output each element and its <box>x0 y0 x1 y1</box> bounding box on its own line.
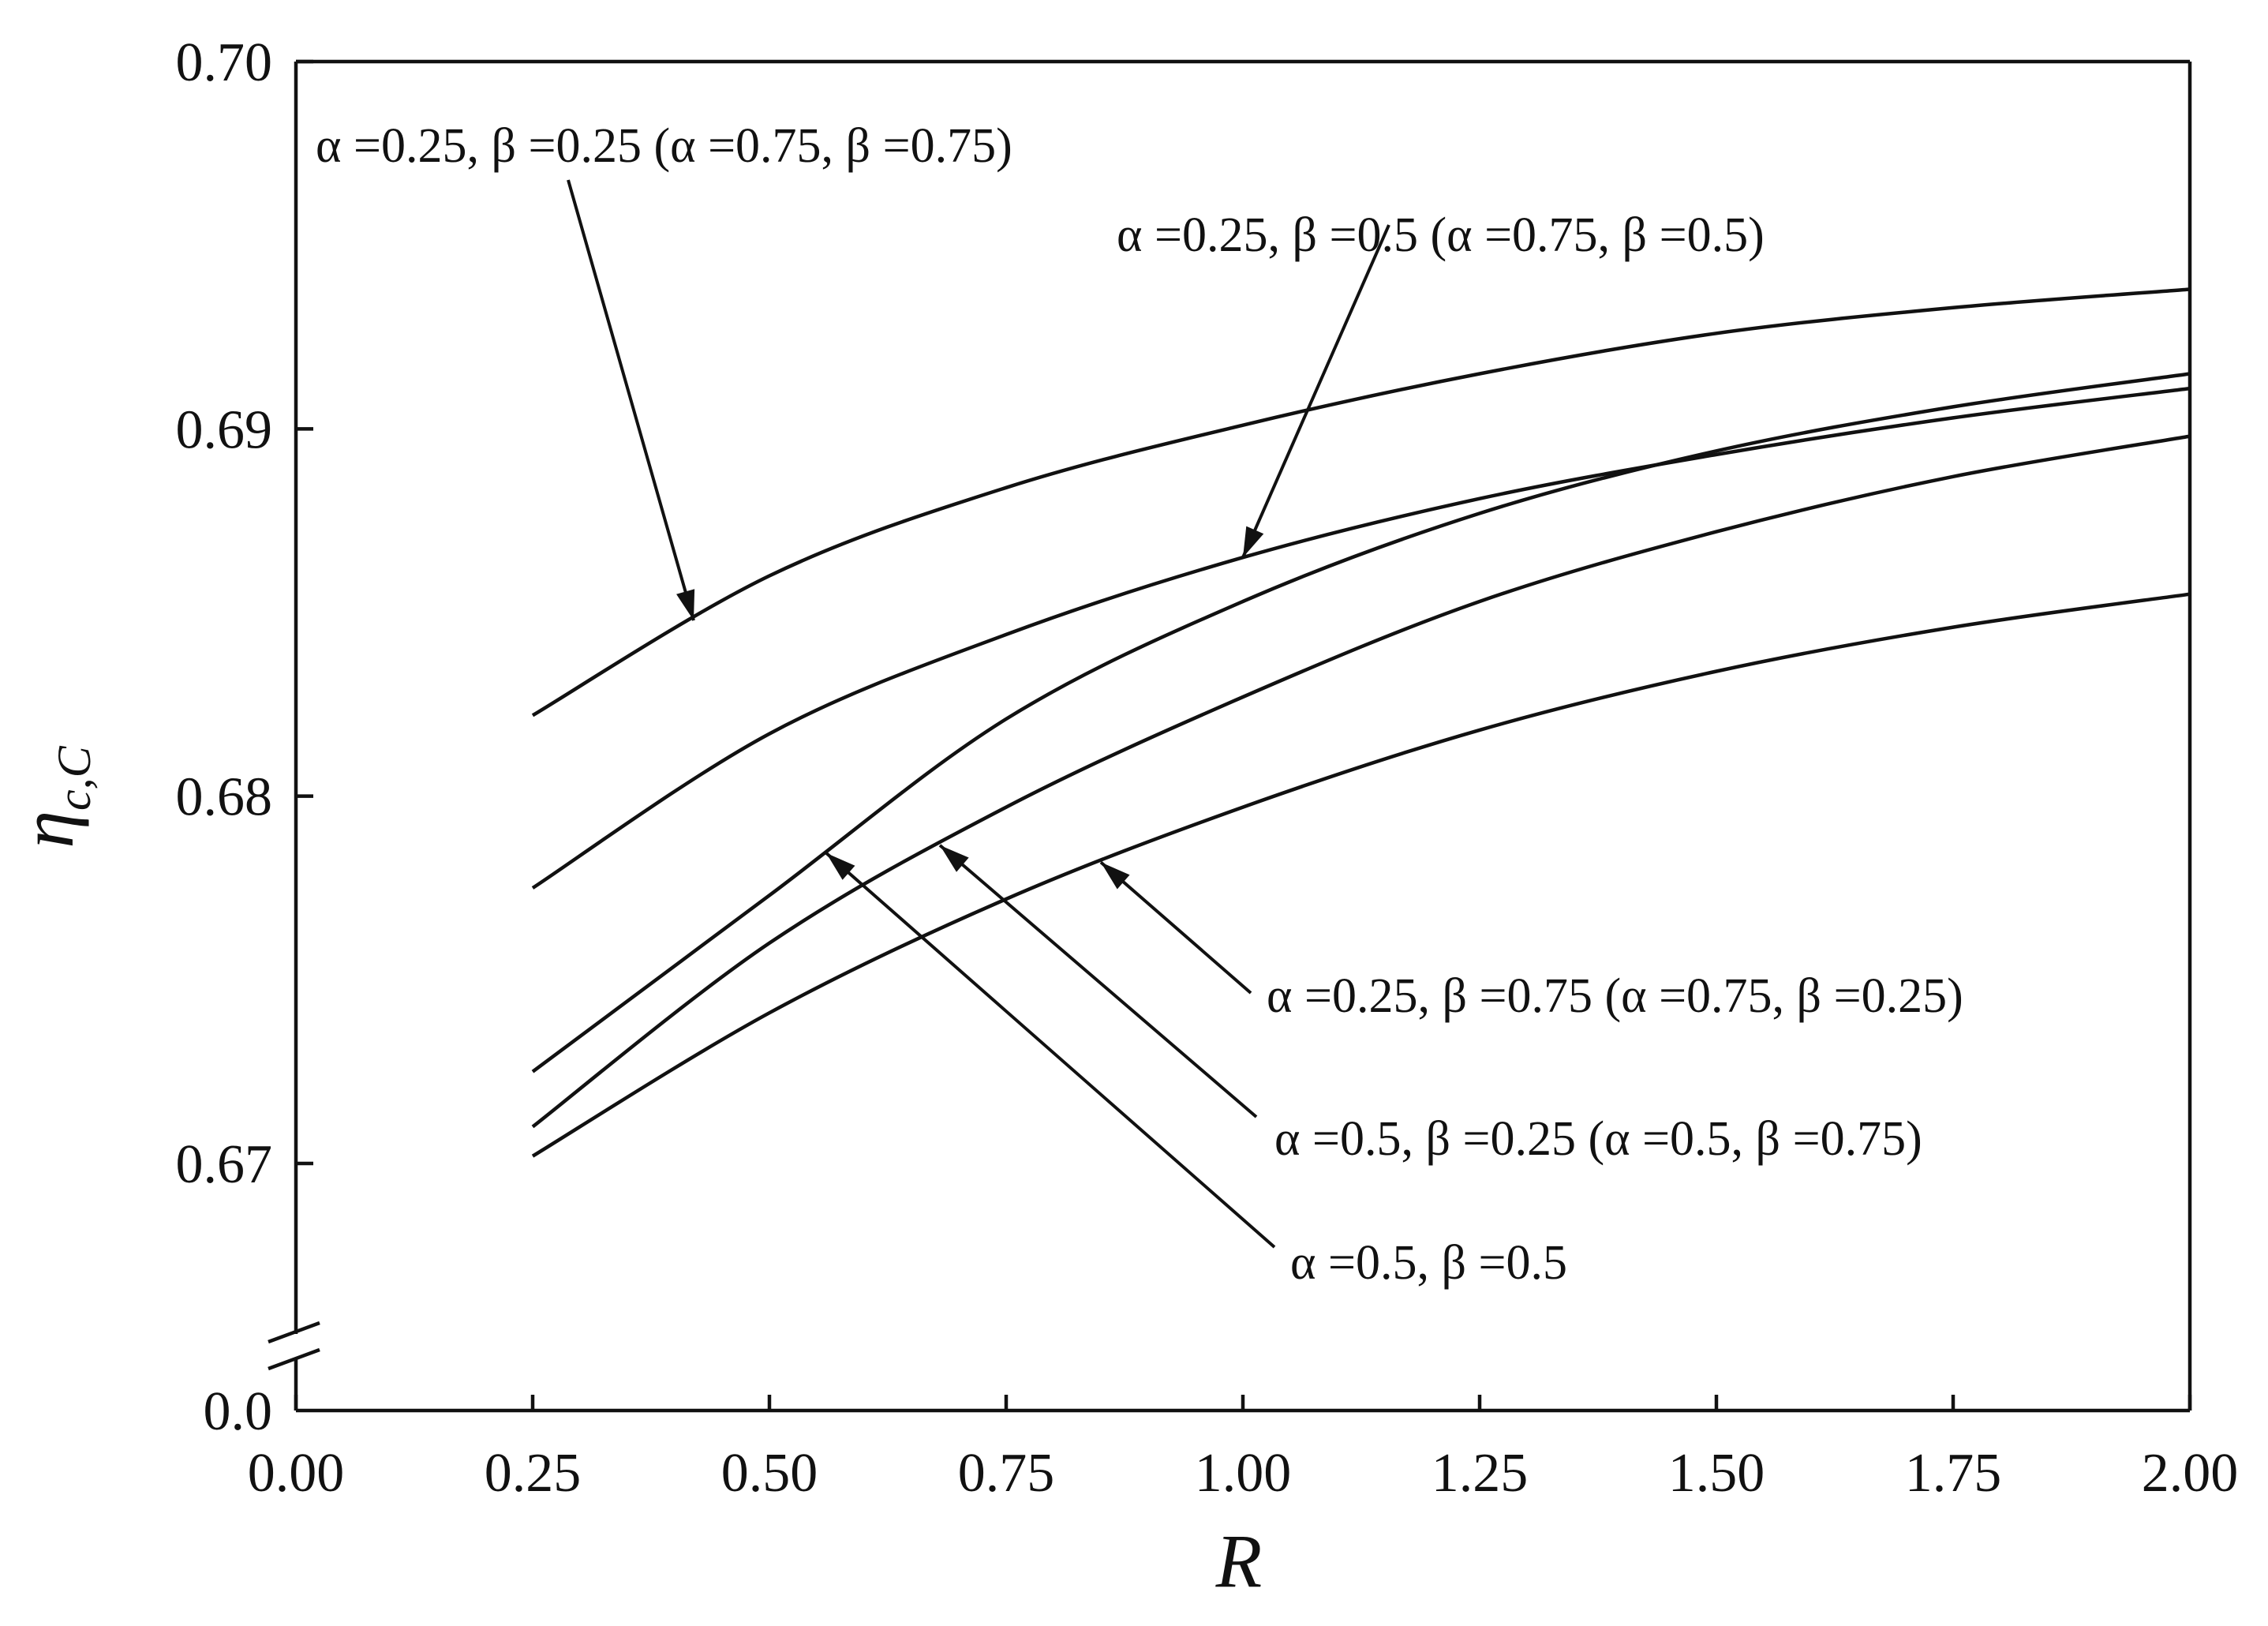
annotation-arrowhead <box>826 852 855 880</box>
annotation-arrowhead <box>940 845 969 872</box>
annotation-label: α =0.5, β =0.25 (α =0.5, β =0.75) <box>1274 1112 1922 1166</box>
x-tick-label: 0.00 <box>248 1443 345 1504</box>
x-tick-label: 0.50 <box>721 1443 818 1504</box>
annotation-label: α =0.25, β =0.25 (α =0.75, β =0.75) <box>316 119 1012 173</box>
y-tick-label: 0.70 <box>176 32 273 93</box>
axis-break-mark <box>268 1321 320 1344</box>
svg-text:ηc,C: ηc,C <box>5 745 100 848</box>
series-line-4 <box>531 434 2191 1129</box>
annotation-label: α =0.25, β =0.75 (α =0.75, β =0.25) <box>1267 969 1963 1023</box>
annotation-arrowhead <box>1243 526 1264 558</box>
series-line-1 <box>531 287 2191 717</box>
y-tick-label: 0.68 <box>176 767 273 828</box>
annotation-arrow <box>825 852 1276 1249</box>
x-tick-label: 1.25 <box>1432 1443 1529 1504</box>
x-tick-label: 1.50 <box>1668 1443 1765 1504</box>
x-tick-label: 0.25 <box>485 1443 582 1504</box>
x-tick-label: 2.00 <box>2142 1443 2239 1504</box>
series-line-2 <box>531 386 2191 890</box>
y-tick-label: 0.67 <box>176 1134 273 1195</box>
y-tick-label: 0.69 <box>176 399 273 460</box>
y-axis-title: ηc,C <box>5 745 100 848</box>
x-tick-label: 1.00 <box>1195 1443 1292 1504</box>
series-line-3 <box>531 372 2191 1073</box>
x-tick-label: 0.75 <box>958 1443 1055 1504</box>
annotation-arrow <box>1099 860 1252 995</box>
annotation-arrowhead <box>676 589 695 621</box>
series-line-5 <box>531 592 2191 1158</box>
annotation-arrowhead <box>1101 862 1130 890</box>
annotation-arrow <box>938 844 1258 1118</box>
annotation-label: α =0.25, β =0.5 (α =0.75, β =0.5) <box>1117 208 1765 262</box>
annotation-arrow <box>1241 224 1390 559</box>
axis-break-mark <box>268 1347 320 1371</box>
x-tick-label: 1.75 <box>1905 1443 2002 1504</box>
annotation-label: α =0.5, β =0.5 <box>1290 1236 1567 1290</box>
x-axis-title: R <box>1215 1519 1263 1603</box>
y-break-label: 0.0 <box>204 1381 273 1442</box>
annotation-arrow <box>567 179 695 621</box>
